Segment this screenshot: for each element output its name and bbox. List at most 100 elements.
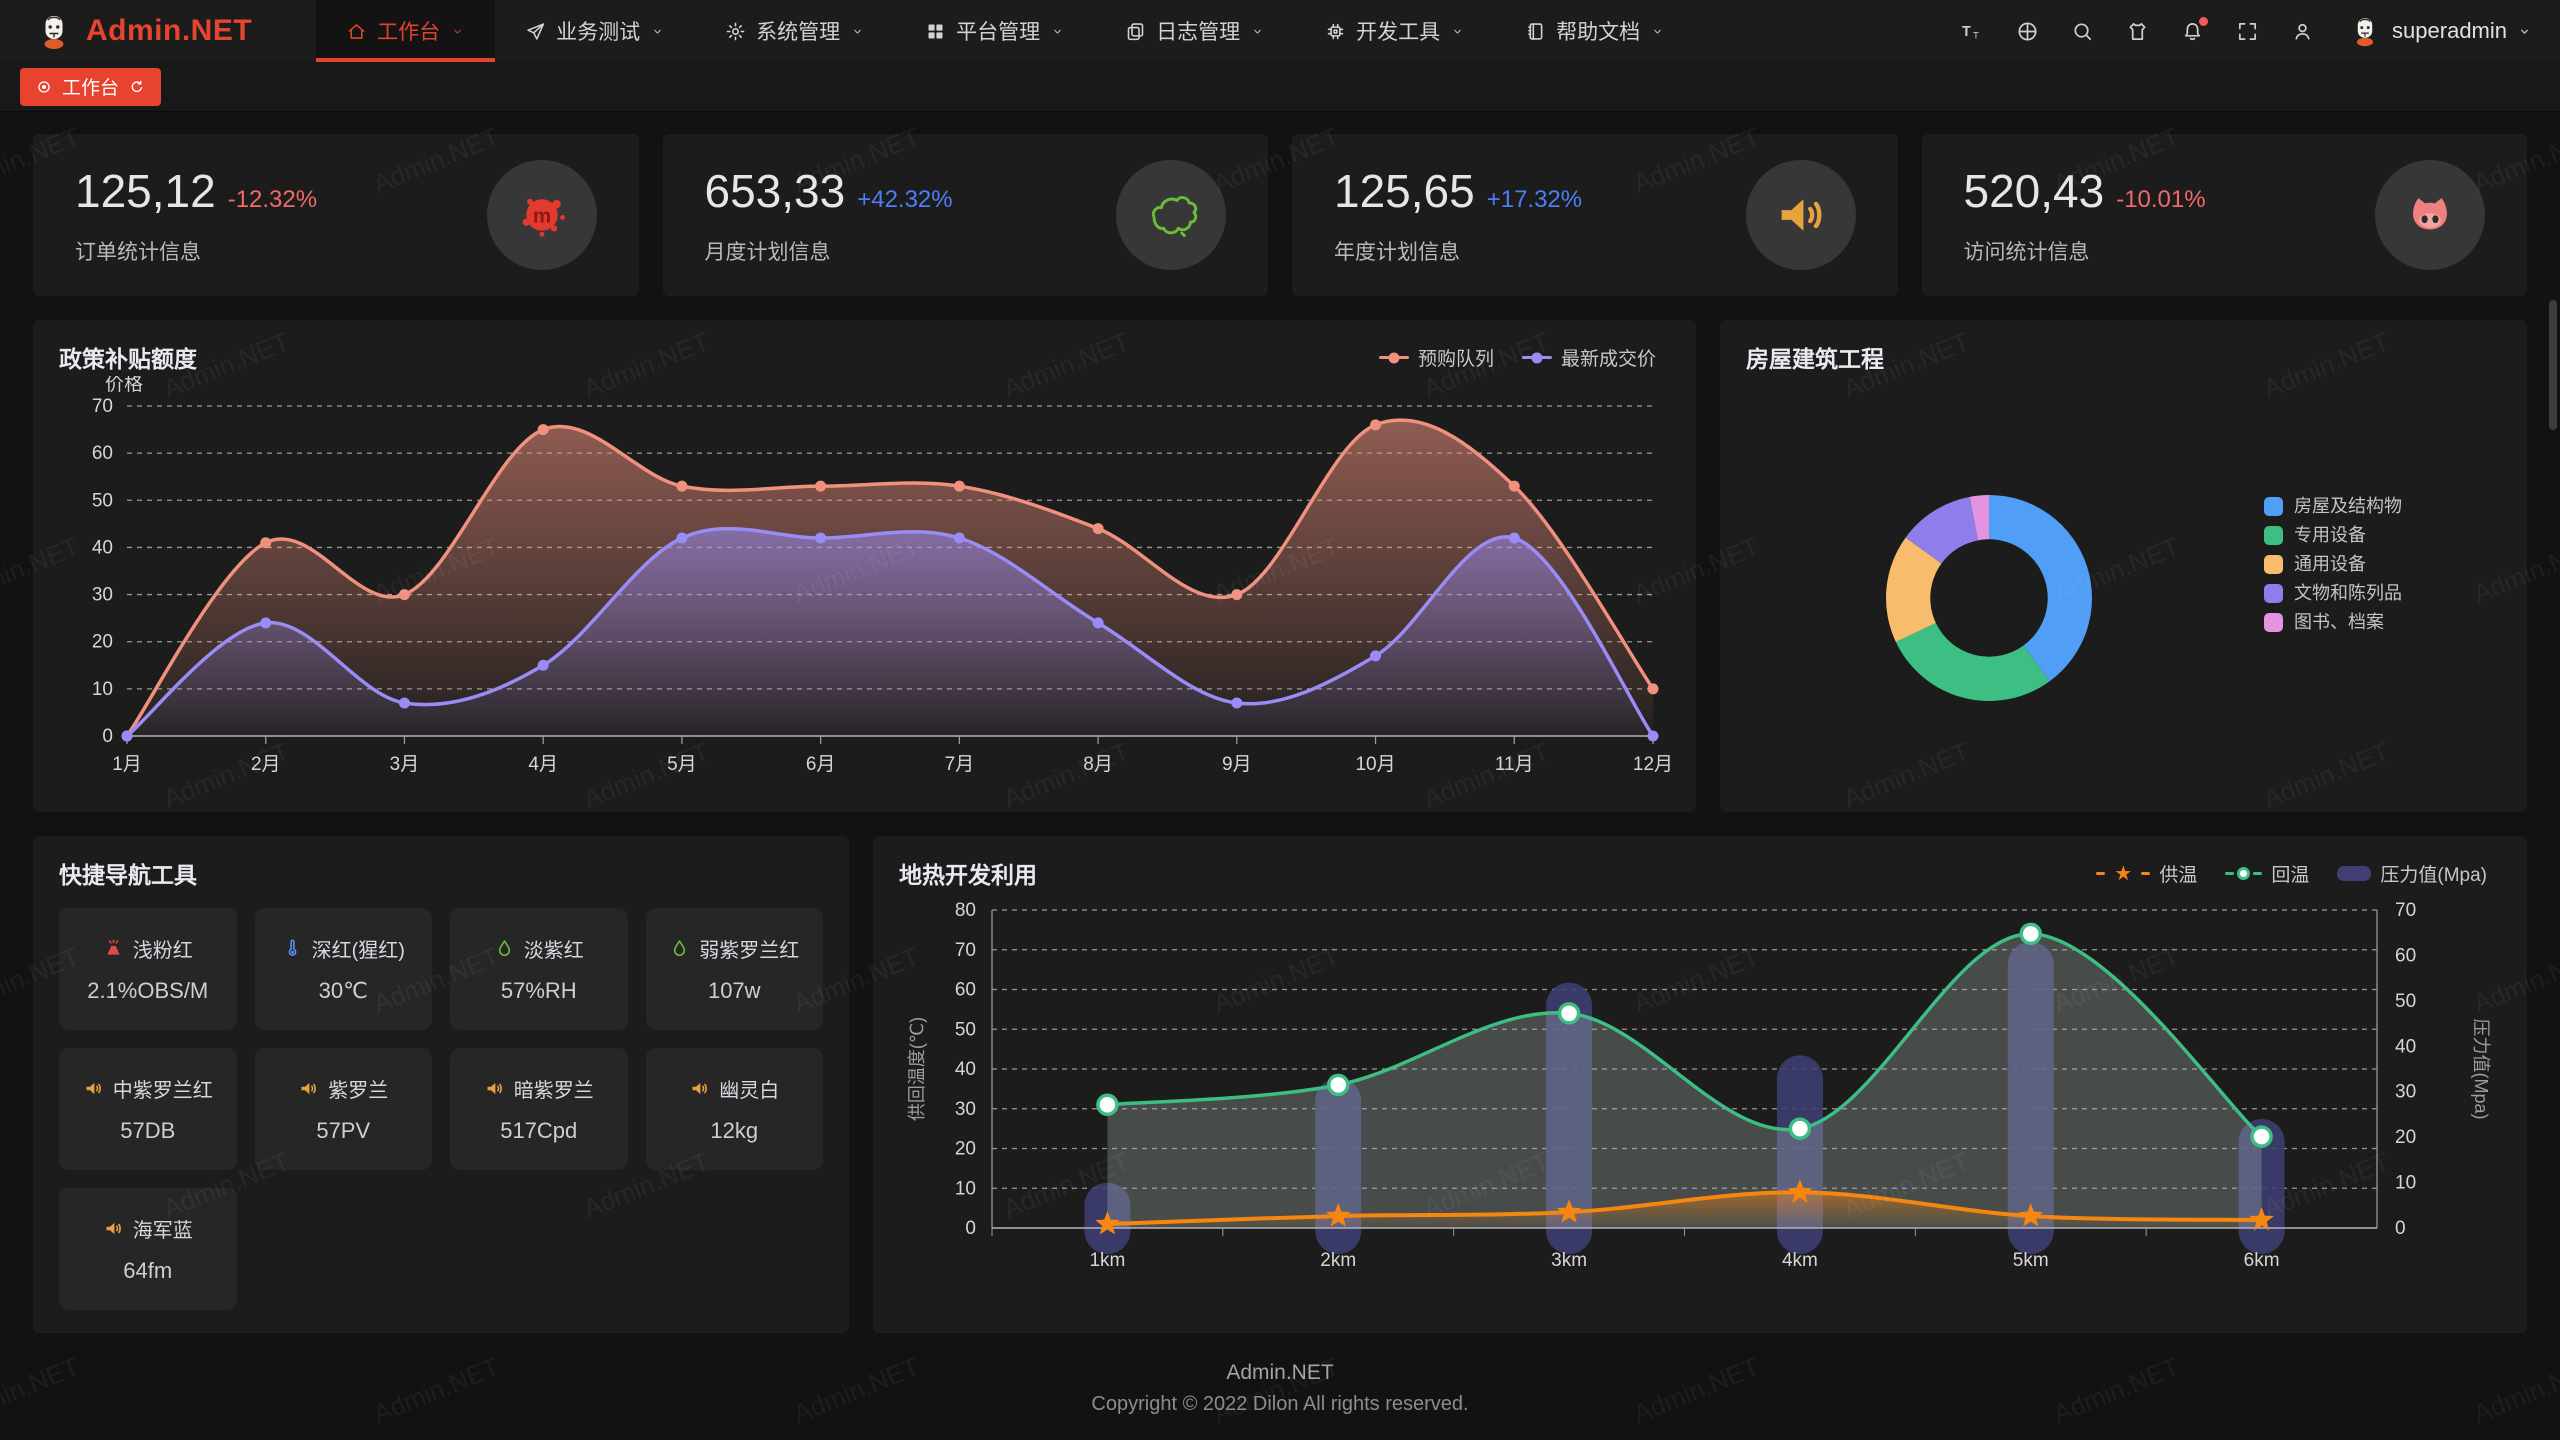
fullscreen-icon xyxy=(2239,22,2257,40)
panel-title: 房屋建筑工程 xyxy=(1746,346,1884,372)
svg-text:0: 0 xyxy=(102,726,113,747)
fullscreen-icon-button[interactable] xyxy=(2236,20,2259,43)
donut-slice-2[interactable] xyxy=(1886,537,1942,642)
svg-text:4km: 4km xyxy=(1782,1250,1818,1271)
drop-icon xyxy=(494,938,515,959)
pressure-bar-2[interactable] xyxy=(1546,982,1593,1254)
pie-legend-item-2[interactable]: 通用设备 xyxy=(2264,554,2366,574)
refresh-icon[interactable] xyxy=(129,79,145,95)
nav-menu-2[interactable]: 系统管理 xyxy=(695,0,895,62)
bell-icon-button[interactable] xyxy=(2181,16,2209,43)
pressure-bar-4[interactable] xyxy=(2007,941,2054,1254)
chevron-down-icon xyxy=(454,29,462,34)
stat-card-3[interactable]: 520,43 -10.01% 访问统计信息 xyxy=(1921,134,2527,296)
quick-nav-1[interactable]: 深红(猩红) 30℃ xyxy=(254,908,432,1030)
quick-nav-7[interactable]: 幽灵白 12kg xyxy=(645,1048,823,1170)
quick-nav-4[interactable]: 中紫罗兰红 57DB xyxy=(59,1048,237,1170)
panel-title: 快捷导航工具 xyxy=(59,862,197,888)
stat-card-text: 653,33 +42.32% 月度计划信息 xyxy=(705,164,953,266)
radio-dot-icon xyxy=(38,80,50,93)
quick-nav-0[interactable]: 浅粉红 2.1%OBS/M xyxy=(59,908,237,1030)
quick-nav-8[interactable]: 海军蓝 64fm xyxy=(59,1188,237,1310)
pie-legend-item-4[interactable]: 图书、档案 xyxy=(2264,612,2384,632)
svg-text:70: 70 xyxy=(92,396,113,417)
legend-item-0[interactable]: ★ 供温 xyxy=(2096,860,2197,887)
pie-legend-item-0[interactable]: 房屋及结构物 xyxy=(2264,496,2402,516)
nav-menu-0[interactable]: 工作台 xyxy=(316,0,496,62)
quick-nav-6[interactable]: 暗紫罗兰 517Cpd xyxy=(450,1048,628,1170)
nav-menu-4[interactable]: 日志管理 xyxy=(1095,0,1295,62)
pie-legend-item-3[interactable]: 文物和陈列品 xyxy=(2264,583,2402,603)
shirt-icon-button[interactable] xyxy=(2126,20,2149,43)
svg-text:5月: 5月 xyxy=(667,754,697,775)
user-icon-button[interactable] xyxy=(2291,20,2314,43)
quick-nav-value: 57DB xyxy=(120,1118,176,1143)
stat-card-0[interactable]: 125,12 -12.32% 订单统计信息 m xyxy=(33,134,639,296)
volcano-icon xyxy=(103,938,124,959)
legend-item-2[interactable]: 压力值(Mpa) xyxy=(2337,860,2487,887)
svg-text:30: 30 xyxy=(92,585,113,606)
svg-text:40: 40 xyxy=(92,537,113,558)
stat-label: 订单统计信息 xyxy=(75,241,201,264)
nav-menu-5[interactable]: 开发工具 xyxy=(1295,0,1495,62)
donut-slice-1[interactable] xyxy=(1895,622,2050,701)
globe-icon-button[interactable] xyxy=(2016,20,2039,43)
svg-text:10: 10 xyxy=(955,1178,976,1199)
svg-text:40: 40 xyxy=(955,1059,976,1080)
panel-title: 政策补贴额度 xyxy=(59,346,197,372)
drop-icon xyxy=(498,940,510,956)
donut-slice-3[interactable] xyxy=(1905,496,1978,564)
quick-nav-2[interactable]: 淡紫红 57%RH xyxy=(450,908,628,1030)
logo-mascot-icon xyxy=(44,16,64,49)
app-title: Admin.NET xyxy=(86,14,253,47)
quick-nav-label: 淡紫红 xyxy=(523,940,584,962)
stat-card-1[interactable]: 653,33 +42.32% 月度计划信息 xyxy=(662,134,1268,296)
legend-item-1[interactable]: 回温 xyxy=(2225,860,2309,887)
nav-menu-6[interactable]: 帮助文档 xyxy=(1495,0,1695,62)
svg-text:文物和陈列品: 文物和陈列品 xyxy=(2294,583,2402,603)
stat-delta: -12.32% xyxy=(227,186,318,213)
svg-text:1月: 1月 xyxy=(112,754,142,775)
chevron-down-icon xyxy=(1454,29,1462,34)
pressure-bar-1[interactable] xyxy=(1315,1078,1362,1254)
stat-value: 125,65 +17.32% xyxy=(1334,165,1583,217)
donut-slice-0[interactable] xyxy=(1989,495,2092,682)
quick-nav-3[interactable]: 弱紫罗兰红 107w xyxy=(645,908,823,1030)
user-menu[interactable]: superadmin xyxy=(2348,14,2532,48)
stat-card-2[interactable]: 125,65 +17.32% 年度计划信息 xyxy=(1292,134,1898,296)
quick-nav-label: 弱紫罗兰红 xyxy=(699,940,800,962)
grid-icon xyxy=(928,24,943,38)
chevron-down-icon xyxy=(1054,29,1062,34)
quick-nav-label: 暗紫罗兰 xyxy=(513,1080,594,1102)
stat-card-text: 125,12 -12.32% 订单统计信息 xyxy=(75,164,317,266)
stat-card-text: 125,65 +17.32% 年度计划信息 xyxy=(1334,164,1582,266)
copy-icon xyxy=(1127,22,1144,40)
username: superadmin xyxy=(2392,18,2507,43)
legend-item-1[interactable]: 最新成交价 xyxy=(1521,344,1656,371)
scrollbar-thumb[interactable] xyxy=(2549,300,2557,430)
nav-menu-label: 系统管理 xyxy=(756,21,841,44)
tab-workbench[interactable]: 工作台 xyxy=(20,67,162,106)
quick-nav-5[interactable]: 紫罗兰 57PV xyxy=(254,1048,432,1170)
app-logo[interactable]: Admin.NET xyxy=(34,11,252,51)
donut-slice-4[interactable] xyxy=(1969,495,1989,541)
quick-nav-value: 2.1%OBS/M xyxy=(87,978,209,1003)
search-icon-button[interactable] xyxy=(2071,20,2094,43)
svg-text:30: 30 xyxy=(955,1099,976,1120)
legend-item-0[interactable]: 预购队列 xyxy=(1378,344,1494,371)
svg-text:压力值(Mpa): 压力值(Mpa) xyxy=(2471,1018,2491,1119)
quick-nav-grid: 浅粉红 2.1%OBS/M 深红(猩红) 30℃ 淡紫红 57%RH 弱紫罗兰红 107w 中紫… xyxy=(59,908,823,1310)
quick-nav-value: 517Cpd xyxy=(500,1118,578,1143)
chip-icon xyxy=(1327,23,1344,39)
quick-nav-label: 海军蓝 xyxy=(132,1220,193,1242)
legend-label: 供温 xyxy=(2159,865,2198,886)
nav-menu-1[interactable]: 业务测试 xyxy=(495,0,695,62)
geothermal-combo-chart[interactable]: 0 10 20 30 40 50 60 70 80 0 10 20 30 40 50 60 70 供回温度(℃) 压… xyxy=(897,898,2503,1310)
svg-text:1km: 1km xyxy=(1089,1250,1125,1271)
svg-text:m: m xyxy=(532,204,550,227)
nav-menu-3[interactable]: 平台管理 xyxy=(895,0,1095,62)
pie-legend-item-1[interactable]: 专用设备 xyxy=(2264,525,2366,545)
